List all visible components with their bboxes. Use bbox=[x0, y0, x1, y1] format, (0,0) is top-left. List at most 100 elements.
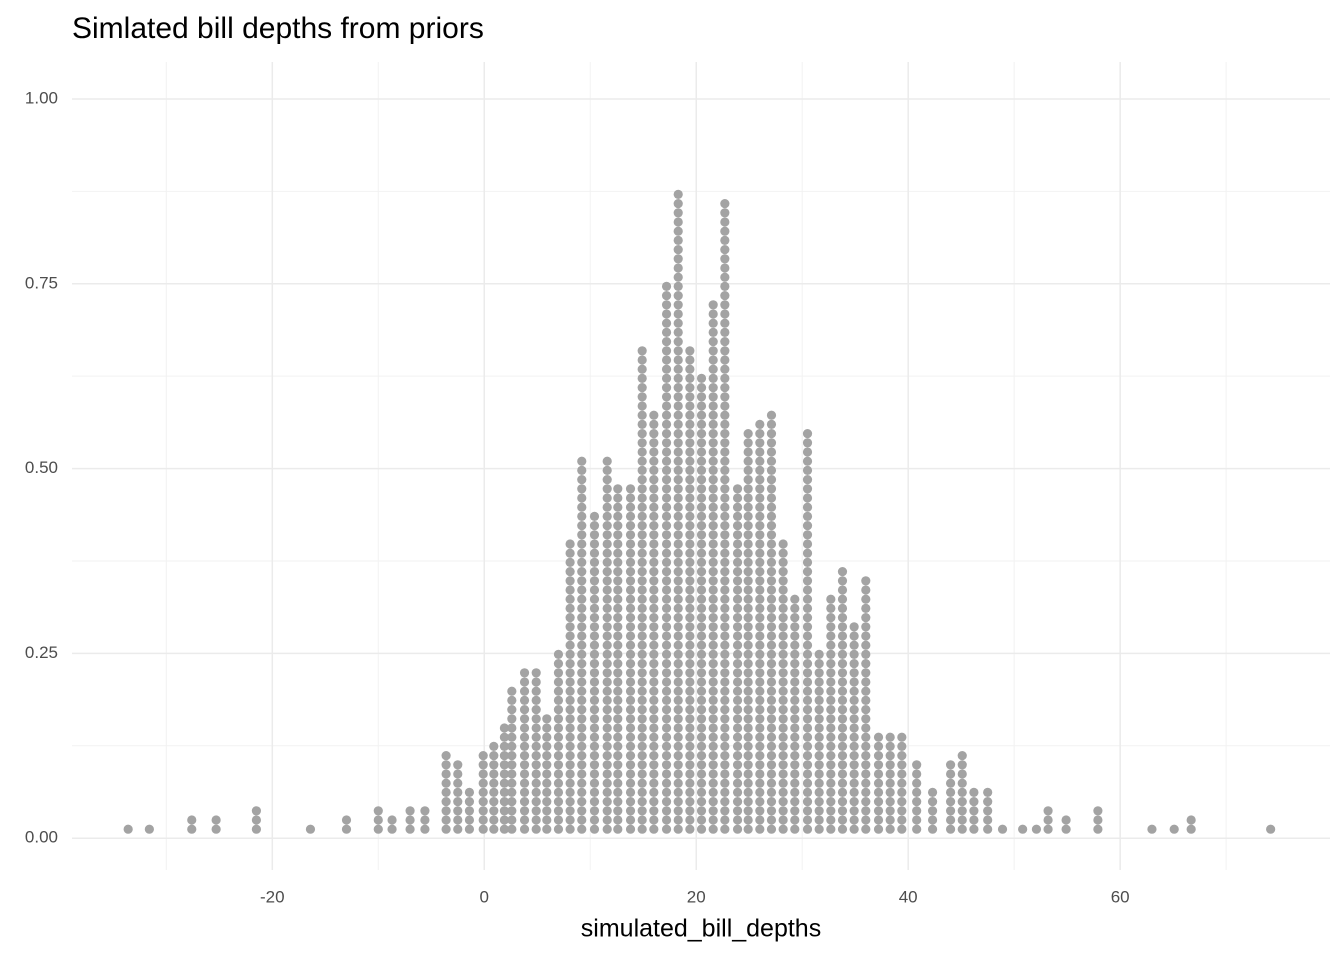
dot bbox=[778, 705, 788, 715]
dot bbox=[802, 769, 813, 779]
dot bbox=[755, 419, 765, 430]
dot bbox=[802, 705, 813, 715]
dot bbox=[387, 824, 397, 834]
dot bbox=[897, 778, 907, 788]
dot bbox=[790, 797, 800, 807]
dot bbox=[685, 392, 695, 402]
dot bbox=[861, 797, 871, 807]
dot bbox=[790, 594, 800, 604]
dot bbox=[673, 392, 683, 402]
dot bbox=[766, 456, 777, 466]
dot-column bbox=[637, 346, 647, 834]
dot bbox=[826, 668, 836, 678]
dot bbox=[720, 567, 730, 577]
dot bbox=[519, 760, 530, 770]
dot bbox=[661, 576, 672, 586]
dot bbox=[696, 484, 707, 494]
dot-column bbox=[861, 576, 871, 834]
dot bbox=[685, 364, 695, 374]
dot bbox=[743, 447, 753, 457]
dot bbox=[708, 493, 718, 503]
dot bbox=[123, 824, 133, 834]
dot bbox=[708, 327, 718, 338]
dot bbox=[766, 705, 777, 715]
dot bbox=[720, 594, 730, 604]
dot bbox=[625, 613, 636, 623]
dot bbox=[478, 815, 488, 825]
dot bbox=[661, 557, 672, 568]
dot bbox=[802, 539, 813, 549]
dot bbox=[519, 677, 530, 687]
dot bbox=[673, 622, 683, 632]
chart-title: Simlated bill depths from priors bbox=[72, 12, 484, 45]
dot bbox=[778, 824, 788, 834]
dot bbox=[637, 373, 647, 384]
dot bbox=[673, 511, 683, 522]
dot bbox=[625, 760, 636, 770]
dot bbox=[802, 530, 813, 540]
dot bbox=[565, 705, 575, 715]
dot bbox=[957, 769, 967, 779]
dot bbox=[577, 613, 587, 623]
dot bbox=[565, 548, 575, 558]
dot bbox=[565, 613, 575, 623]
dot bbox=[251, 806, 262, 816]
dot bbox=[927, 815, 938, 825]
dot bbox=[743, 493, 753, 503]
dot bbox=[553, 732, 564, 742]
dot-column bbox=[1043, 806, 1053, 834]
dot bbox=[589, 677, 600, 687]
dot bbox=[720, 438, 730, 448]
dot bbox=[613, 778, 623, 788]
dot bbox=[577, 557, 587, 568]
dot bbox=[589, 797, 600, 807]
dot bbox=[531, 778, 541, 788]
dot bbox=[778, 769, 788, 779]
dot bbox=[837, 686, 848, 696]
dot bbox=[661, 815, 672, 825]
dot bbox=[732, 594, 743, 604]
dot bbox=[602, 539, 612, 549]
dot bbox=[625, 557, 636, 568]
dot bbox=[673, 705, 683, 715]
dot bbox=[542, 732, 552, 742]
dot bbox=[637, 484, 647, 494]
dot bbox=[720, 419, 730, 430]
dot bbox=[661, 530, 672, 540]
dot-column bbox=[927, 787, 938, 834]
dot bbox=[685, 511, 695, 522]
dot bbox=[720, 539, 730, 549]
dot bbox=[849, 751, 859, 761]
dot bbox=[577, 778, 587, 788]
dot bbox=[743, 603, 753, 614]
dot bbox=[673, 226, 683, 236]
dot bbox=[589, 806, 600, 816]
dot bbox=[826, 778, 836, 788]
dot bbox=[661, 281, 672, 292]
dot bbox=[720, 557, 730, 568]
dot-column bbox=[957, 751, 967, 834]
dot bbox=[778, 567, 788, 577]
dot bbox=[565, 732, 575, 742]
dot bbox=[897, 732, 907, 742]
dot bbox=[613, 695, 623, 706]
dot bbox=[649, 429, 659, 439]
dot bbox=[897, 751, 907, 761]
dot bbox=[957, 751, 967, 761]
dot bbox=[673, 603, 683, 614]
dot bbox=[837, 585, 848, 595]
dot bbox=[755, 631, 765, 641]
dot bbox=[743, 557, 753, 568]
dot bbox=[708, 769, 718, 779]
dot bbox=[720, 530, 730, 540]
dot bbox=[685, 419, 695, 430]
dot bbox=[720, 401, 730, 411]
dot bbox=[732, 603, 743, 614]
dot bbox=[766, 751, 777, 761]
dot bbox=[577, 695, 587, 706]
dot bbox=[755, 815, 765, 825]
dot bbox=[720, 695, 730, 706]
dot bbox=[478, 751, 488, 761]
dot bbox=[661, 318, 672, 328]
dot bbox=[790, 668, 800, 678]
